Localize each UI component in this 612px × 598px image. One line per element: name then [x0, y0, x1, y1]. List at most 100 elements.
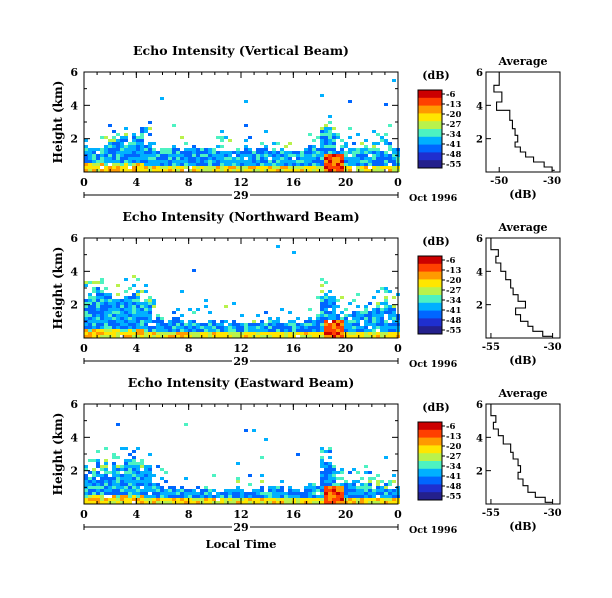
- heatmap-cell: [104, 471, 108, 474]
- heatmap-cell: [204, 501, 208, 504]
- heatmap-cell: [232, 163, 236, 166]
- heatmap-cell: [240, 329, 244, 332]
- heatmap-cell: [352, 148, 356, 151]
- heatmap-cell: [112, 453, 116, 456]
- heatmap-cell: [140, 483, 144, 486]
- heatmap-cell: [332, 305, 336, 308]
- heatmap-cell: [228, 169, 232, 172]
- heatmap-cell: [192, 160, 196, 163]
- heatmap-cell: [112, 335, 116, 338]
- average-y-tick-label: 2: [476, 135, 483, 146]
- heatmap-cell: [88, 317, 92, 320]
- heatmap-cell: [196, 148, 200, 151]
- heatmap-cell: [280, 492, 284, 495]
- heatmap-cell: [392, 323, 396, 326]
- heatmap-cell: [340, 160, 344, 163]
- heatmap-cell: [312, 320, 316, 323]
- heatmap-cell: [344, 329, 348, 332]
- heatmap-cell: [280, 308, 284, 311]
- heatmap-cell: [376, 501, 380, 504]
- heatmap-cell: [164, 471, 168, 474]
- heatmap-cell: [380, 136, 384, 139]
- heatmap-cell: [116, 293, 120, 296]
- heatmap-cell: [96, 287, 100, 290]
- colorbar-tick-label: -34: [446, 462, 461, 472]
- heatmap-cell: [104, 157, 108, 160]
- heatmap-cell: [140, 127, 144, 130]
- heatmap-cell: [144, 290, 148, 293]
- heatmap-cell: [328, 160, 332, 163]
- heatmap-cell: [208, 320, 212, 323]
- heatmap-cell: [228, 160, 232, 163]
- heatmap-cell: [236, 166, 240, 169]
- heatmap-cell: [352, 151, 356, 154]
- heatmap-cell: [324, 332, 328, 335]
- heatmap-cell: [212, 501, 216, 504]
- heatmap-cell: [320, 308, 324, 311]
- heatmap-cell: [348, 323, 352, 326]
- heatmap-cell: [100, 305, 104, 308]
- heatmap-cell: [112, 151, 116, 154]
- heatmap-cell: [104, 465, 108, 468]
- heatmap-cell: [132, 151, 136, 154]
- y-axis-label: Height (km): [51, 413, 65, 496]
- heatmap-cell: [236, 477, 240, 480]
- heatmap-cell: [372, 498, 376, 501]
- date-day-label: 29: [233, 521, 248, 534]
- heatmap-cell: [312, 332, 316, 335]
- heatmap-cell: [248, 323, 252, 326]
- x-tick-label: 20: [338, 342, 354, 355]
- heatmap-cell: [328, 154, 332, 157]
- heatmap-cell: [124, 154, 128, 157]
- heatmap-cell: [228, 492, 232, 495]
- heatmap-cell: [316, 166, 320, 169]
- heatmap-cell: [232, 498, 236, 501]
- heatmap-cell: [220, 139, 224, 142]
- heatmap-cell: [84, 489, 88, 492]
- heatmap-cell: [116, 166, 120, 169]
- heatmap-cell: [124, 326, 128, 329]
- heatmap-cell: [108, 145, 112, 148]
- heatmap-cell: [216, 332, 220, 335]
- heatmap-cell: [112, 477, 116, 480]
- heatmap-cell: [144, 308, 148, 311]
- heatmap-cell: [220, 323, 224, 326]
- heatmap-cell: [304, 486, 308, 489]
- heatmap-cell: [348, 332, 352, 335]
- heatmap-cell: [192, 154, 196, 157]
- heatmap-cell: [92, 302, 96, 305]
- heatmap-cell: [280, 160, 284, 163]
- heatmap-cell: [136, 163, 140, 166]
- colorbar-tick-label: -13: [446, 432, 461, 442]
- heatmap-cell: [368, 483, 372, 486]
- heatmap-cell: [320, 290, 324, 293]
- heatmap-cell: [104, 169, 108, 172]
- heatmap-cell: [300, 166, 304, 169]
- heatmap-cell: [92, 483, 96, 486]
- heatmap-cell: [184, 335, 188, 338]
- heatmap-cell: [168, 323, 172, 326]
- heatmap-cell: [244, 148, 248, 151]
- heatmap-cell: [392, 160, 396, 163]
- heatmap-cell: [132, 329, 136, 332]
- heatmap-cell: [144, 145, 148, 148]
- heatmap-cell: [256, 329, 260, 332]
- heatmap-cell: [132, 323, 136, 326]
- heatmap-cell: [272, 501, 276, 504]
- heatmap-cell: [288, 142, 292, 145]
- heatmap-cell: [196, 308, 200, 311]
- heatmap-cell: [272, 498, 276, 501]
- heatmap-cell: [344, 326, 348, 329]
- heatmap-cell: [304, 323, 308, 326]
- heatmap-cell: [316, 296, 320, 299]
- heatmap-cell: [244, 501, 248, 504]
- heatmap-cell: [128, 486, 132, 489]
- heatmap-cell: [244, 124, 248, 127]
- heatmap-cell: [272, 148, 276, 151]
- heatmap-cell: [336, 492, 340, 495]
- heatmap-cell: [172, 124, 176, 127]
- heatmap-cell: [208, 326, 212, 329]
- heatmap-cell: [92, 480, 96, 483]
- heatmap-cell: [136, 142, 140, 145]
- heatmap-cell: [156, 314, 160, 317]
